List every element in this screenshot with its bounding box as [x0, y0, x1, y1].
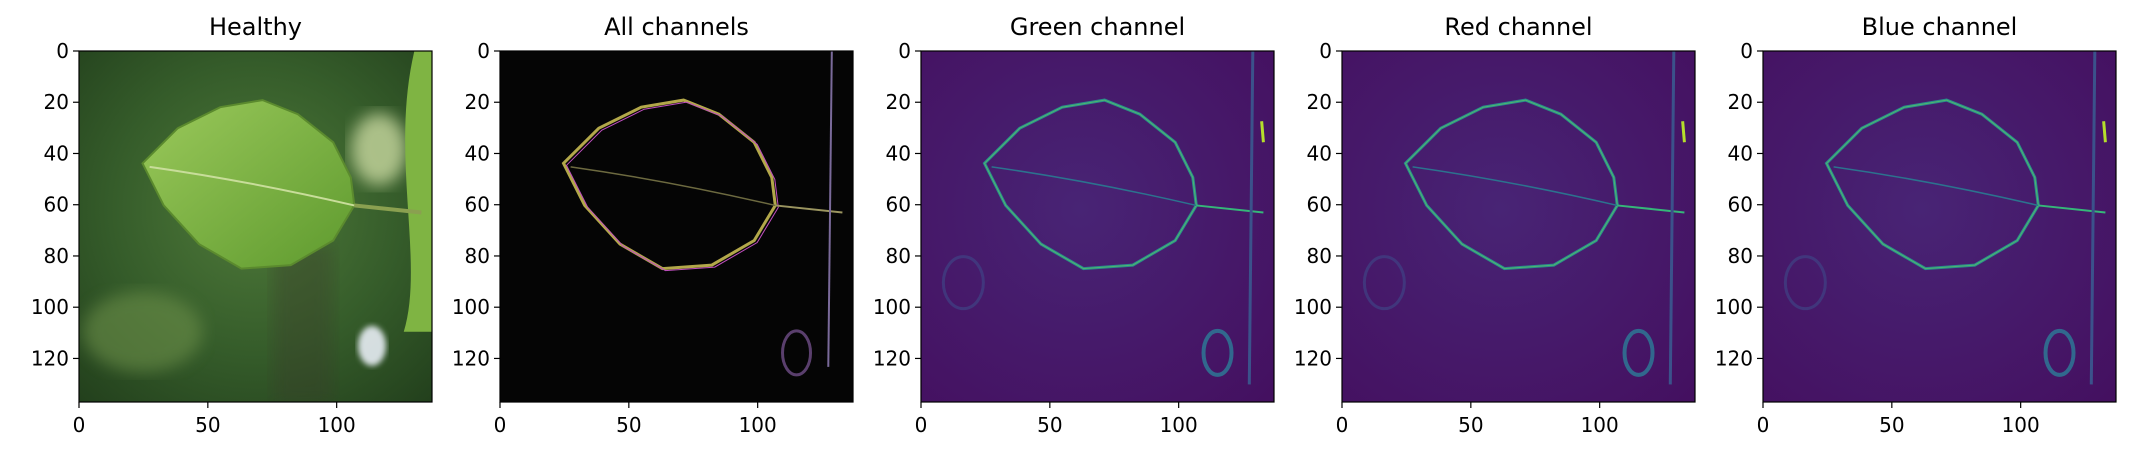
- y-tick-label: 60: [886, 193, 911, 217]
- x-tick-label: 100: [318, 413, 356, 437]
- y-tick-label: 20: [44, 90, 69, 114]
- x-tick-label: 0: [73, 413, 86, 437]
- x-tick-label: 50: [616, 413, 641, 437]
- y-tick-label: 0: [477, 39, 490, 63]
- image-0: [79, 51, 432, 402]
- panel-5: Blue channel 0 20 40 60 80 100 120 0 50 100: [1715, 13, 2117, 437]
- y-tick-label: 40: [1728, 141, 1753, 165]
- y-tick-label: 60: [44, 193, 69, 217]
- x-tick-label: 50: [1879, 413, 1904, 437]
- y-tick-label: 20: [1307, 90, 1332, 114]
- panel-2: All channels 0 20 40 60 80 100 120 0 50 100: [452, 13, 854, 437]
- panel-1: Healthy 0 20 40 60 80 100 120 0 50 100: [31, 13, 433, 437]
- y-tick-label: 20: [886, 90, 911, 114]
- y-tick-label: 40: [886, 141, 911, 165]
- x-tick-label: 0: [494, 413, 507, 437]
- x-tick-label: 100: [739, 413, 777, 437]
- y-tick-label: 40: [1307, 141, 1332, 165]
- y-tick-label: 100: [1715, 295, 1753, 319]
- x-tick-label: 0: [1757, 413, 1770, 437]
- axes-frame: [78, 50, 433, 403]
- image-4: [1763, 51, 2116, 402]
- y-tick-label: 120: [1715, 346, 1753, 370]
- y-tick-label: 100: [1294, 295, 1332, 319]
- y-tick-label: 80: [1307, 244, 1332, 268]
- x-tick-label: 100: [1160, 413, 1198, 437]
- image-1: [500, 51, 853, 402]
- panel-4: Red channel 0 20 40 60 80 100 120 0 50 100: [1294, 13, 1696, 437]
- y-tick-label: 120: [1294, 346, 1332, 370]
- y-tick-label: 0: [1319, 39, 1332, 63]
- x-tick-label: 0: [915, 413, 928, 437]
- x-tick-label: 50: [195, 413, 220, 437]
- axes-frame: [1762, 50, 2117, 403]
- y-tick-label: 120: [452, 346, 490, 370]
- y-tick-label: 60: [1728, 193, 1753, 217]
- y-tick-label: 40: [465, 141, 490, 165]
- axes-frame: [1341, 50, 1696, 403]
- y-tick-label: 120: [31, 346, 69, 370]
- y-tick-label: 20: [465, 90, 490, 114]
- y-tick-label: 20: [1728, 90, 1753, 114]
- y-tick-label: 80: [1728, 244, 1753, 268]
- y-tick-label: 0: [898, 39, 911, 63]
- y-tick-label: 80: [465, 244, 490, 268]
- x-tick-label: 100: [1581, 413, 1619, 437]
- y-tick-label: 100: [873, 295, 911, 319]
- y-tick-label: 0: [1740, 39, 1753, 63]
- panel-title: Red channel: [1444, 13, 1592, 41]
- y-tick-label: 80: [886, 244, 911, 268]
- y-tick-label: 80: [44, 244, 69, 268]
- panel-title: Healthy: [209, 13, 302, 41]
- x-tick-label: 50: [1458, 413, 1483, 437]
- panel-title: Green channel: [1010, 13, 1185, 41]
- y-tick-label: 120: [873, 346, 911, 370]
- axes-frame: [499, 50, 854, 403]
- image-2: [921, 51, 1274, 402]
- x-tick-label: 50: [1037, 413, 1062, 437]
- x-tick-label: 0: [1336, 413, 1349, 437]
- panel-title: All channels: [604, 13, 749, 41]
- y-tick-label: 100: [31, 295, 69, 319]
- panel-3: Green channel 0 20 40 60 80 100 120 0 50 100: [873, 13, 1275, 437]
- y-tick-label: 0: [56, 39, 69, 63]
- y-tick-label: 100: [452, 295, 490, 319]
- x-tick-label: 100: [2002, 413, 2040, 437]
- y-tick-label: 60: [465, 193, 490, 217]
- image-3: [1342, 51, 1695, 402]
- y-tick-label: 40: [44, 141, 69, 165]
- panel-title: Blue channel: [1862, 13, 2018, 41]
- y-tick-label: 60: [1307, 193, 1332, 217]
- axes-frame: [920, 50, 1275, 403]
